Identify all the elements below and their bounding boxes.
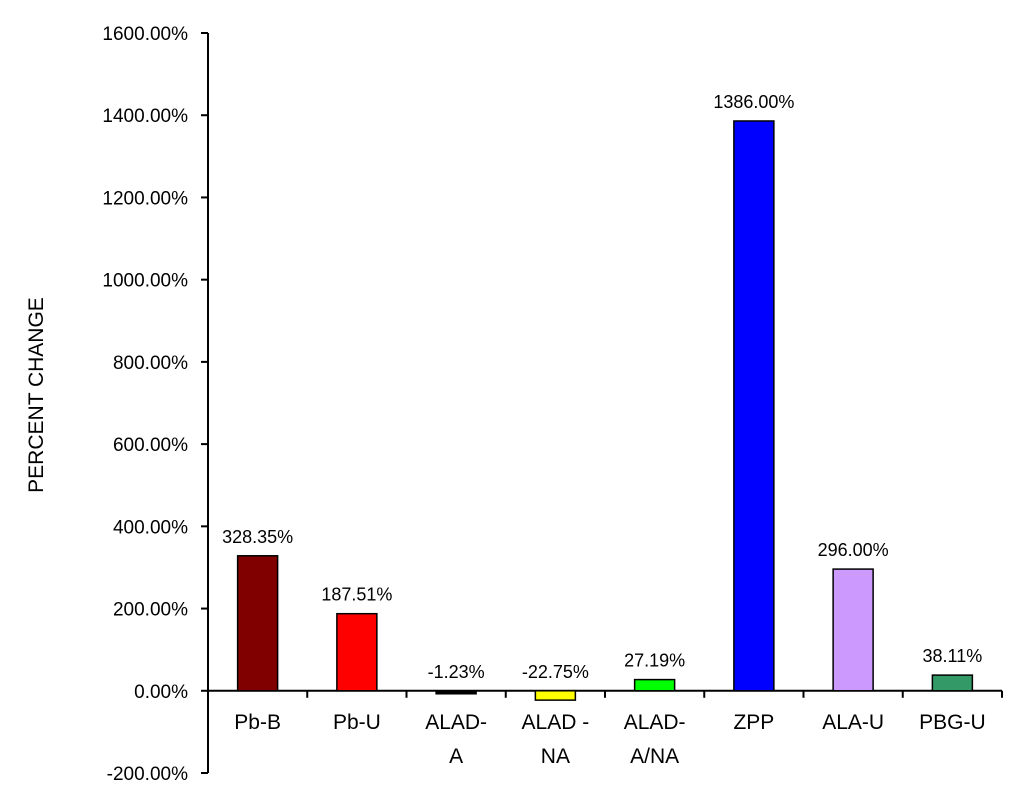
bar <box>236 555 279 692</box>
category-label: ALA-U <box>822 711 884 734</box>
category-label: PBG-U <box>919 711 986 734</box>
category-label: ALAD- <box>624 711 686 734</box>
category-label: ZPP <box>733 711 774 734</box>
category-label: Pb-B <box>234 711 281 734</box>
category-label: A/NA <box>630 745 679 768</box>
bars <box>236 120 974 701</box>
bar <box>435 690 477 695</box>
category-label: NA <box>541 745 570 768</box>
data-label: 27.19% <box>624 651 685 671</box>
data-label: 187.51% <box>321 585 392 605</box>
y-tick-label: 1000.00% <box>102 271 188 292</box>
bar <box>633 678 676 692</box>
bar <box>534 690 577 701</box>
y-tick-label: 0.00% <box>134 682 188 703</box>
data-label: -1.23% <box>428 662 485 682</box>
bar <box>832 568 874 692</box>
category-label: ALAD- <box>425 711 487 734</box>
bar <box>733 120 775 692</box>
data-label: -22.75% <box>522 662 589 682</box>
category-label: Pb-U <box>333 711 381 734</box>
x-axis <box>207 689 1003 698</box>
category-labels: Pb-B Pb-U ALAD- A ALAD - NA ALAD- A/NA ZPP ALA-U P… <box>234 711 985 768</box>
category-label: ALAD - <box>522 711 590 734</box>
data-label: 328.35% <box>222 527 293 547</box>
bar <box>336 612 378 692</box>
y-tick-label: 1200.00% <box>102 188 188 209</box>
y-axis-title: PERCENT CHANGE <box>25 297 48 493</box>
data-label: 296.00% <box>818 540 889 560</box>
y-tick-label: 400.00% <box>113 517 188 538</box>
category-label: A <box>449 745 463 768</box>
y-tick-label: -200.00% <box>107 764 188 785</box>
y-tick-label: 800.00% <box>113 353 188 374</box>
y-tick-label: 600.00% <box>113 435 188 456</box>
y-tick-label: 200.00% <box>113 600 188 621</box>
y-axis: -200.00% 0.00% 200.00% 400.00% 600.00% 800.00… <box>102 24 209 785</box>
data-label: 1386.00% <box>713 92 794 112</box>
y-tick-label: 1400.00% <box>102 106 188 127</box>
data-label: 38.11% <box>923 646 983 666</box>
y-tick-label: 1600.00% <box>102 24 188 45</box>
data-labels: 328.35% 187.51% -1.23% -22.75% 27.19% 1386.00… <box>222 92 982 682</box>
bar <box>931 674 974 692</box>
